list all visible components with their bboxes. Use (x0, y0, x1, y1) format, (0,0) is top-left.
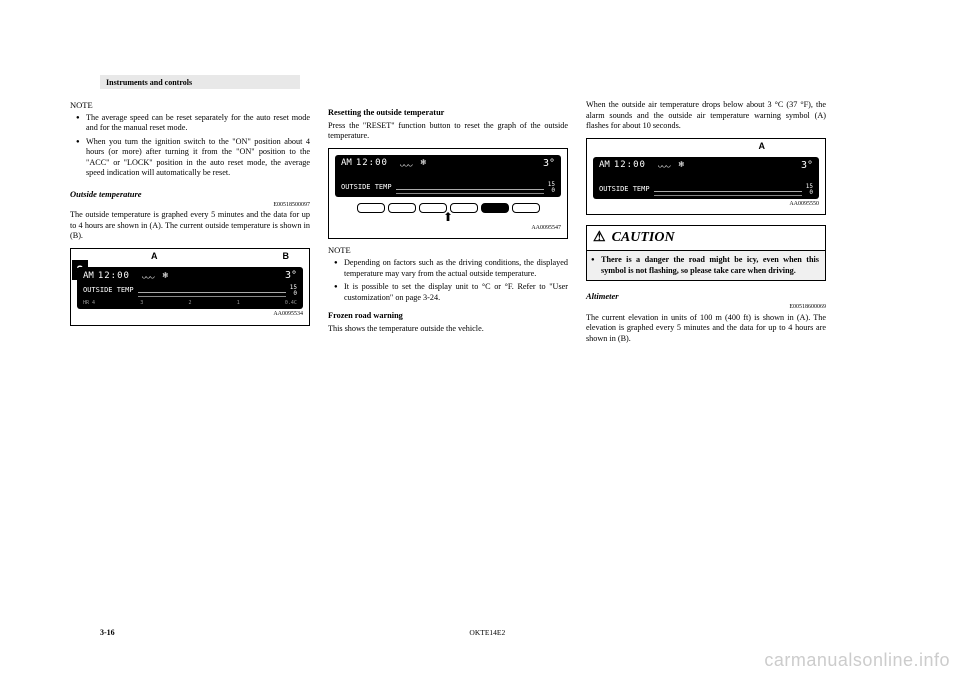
warning-triangle-icon: ⚠ (593, 229, 606, 247)
caution-box: ⚠ CAUTION There is a danger the road mig… (586, 225, 826, 281)
function-button[interactable] (450, 203, 478, 213)
snowflake-icon: ❄ (679, 160, 684, 172)
figure-outside-temp: A B AM 12:00 ◡◡◡ ❄ 3° OUTSIDE TEMP 15 0 (70, 248, 310, 326)
figure-code: AA0095547 (335, 225, 561, 233)
am-indicator: AM (341, 158, 352, 170)
watermark: carmanualsonline.info (764, 650, 950, 671)
outside-temp-para: The outside temperature is graphed every… (70, 210, 310, 242)
reset-para: Press the "RESET" function button to res… (328, 121, 568, 142)
temp-value: 3° (543, 158, 555, 171)
section-title: Instruments and controls (106, 78, 192, 87)
note-item: When you turn the ignition switch to the… (78, 137, 310, 179)
am-indicator: AM (83, 271, 94, 283)
ref-code: E00518500097 (70, 202, 310, 210)
temp-value: 3° (801, 160, 813, 173)
reset-button[interactable] (481, 203, 509, 213)
section-header: Instruments and controls (100, 75, 300, 89)
content-columns: NOTE The average speed can be reset sepa… (70, 100, 890, 350)
scale-bot: 0 (806, 190, 813, 196)
doc-code: OKTE14E2 (469, 628, 505, 637)
callout-a: A (151, 251, 158, 263)
page-footer: 3-16 OKTE14E2 (100, 628, 860, 637)
column-2: Resetting the outside temperatur Press t… (328, 100, 568, 350)
figure-code: AA0095550 (593, 201, 819, 209)
clock-time: 12:00 (98, 271, 130, 283)
clock-time: 12:00 (356, 158, 388, 170)
display-panel: AM 12:00 ◡◡◡ ❄ 3° OUTSIDE TEMP 15 0 (593, 157, 819, 199)
warning-para: When the outside air temperature drops b… (586, 100, 826, 132)
x-ticks: HR 4 3 2 1 0.4C (83, 300, 297, 306)
column-1: NOTE The average speed can be reset sepa… (70, 100, 310, 350)
function-button[interactable] (512, 203, 540, 213)
temp-value: 3° (285, 270, 297, 283)
note-heading: NOTE (328, 245, 568, 256)
figure-reset: AM 12:00 ◡◡◡ ❄ 3° OUTSIDE TEMP 15 0 (328, 148, 568, 240)
display-panel: AM 12:00 ◡◡◡ ❄ 3° OUTSIDE TEMP 15 0 (335, 155, 561, 197)
note-list: Depending on factors such as the driving… (328, 258, 568, 303)
altimeter-para: The current elevation in units of 100 m … (586, 313, 826, 345)
function-button[interactable] (357, 203, 385, 213)
callout-b: B (283, 251, 290, 263)
snowflake-icon: ❄ (163, 271, 168, 283)
temp-graph (396, 182, 544, 194)
note-item: It is possible to set the display unit t… (336, 282, 568, 303)
temp-graph (654, 184, 802, 196)
frozen-road-para: This shows the temperature outside the v… (328, 324, 568, 335)
note-item: The average speed can be reset separatel… (78, 113, 310, 134)
caution-body: There is a danger the road might be icy,… (587, 251, 825, 280)
scale-bot: 0 (548, 188, 555, 194)
function-button[interactable] (388, 203, 416, 213)
display-label: OUTSIDE TEMP (341, 183, 392, 192)
scale-bot: 0 (290, 291, 297, 297)
figure-code: AA0095534 (77, 311, 303, 319)
callout-a: A (759, 141, 766, 153)
outside-temp-heading: Outside temperature (70, 189, 310, 200)
note-heading: NOTE (70, 100, 310, 111)
temp-graph (138, 285, 286, 297)
altimeter-heading: Altimeter (586, 291, 826, 302)
note-item: Depending on factors such as the driving… (336, 258, 568, 279)
frozen-road-heading: Frozen road warning (328, 311, 568, 322)
snowflake-icon: ❄ (421, 158, 426, 170)
column-3: When the outside air temperature drops b… (586, 100, 826, 350)
display-label: OUTSIDE TEMP (599, 185, 650, 194)
note-list: The average speed can be reset separatel… (70, 113, 310, 179)
caution-title: CAUTION (612, 229, 675, 247)
caution-header: ⚠ CAUTION (587, 226, 825, 251)
clock-time: 12:00 (614, 160, 646, 172)
am-indicator: AM (599, 160, 610, 172)
caution-text: There is a danger the road might be icy,… (593, 255, 819, 276)
ref-code: E00518600069 (586, 304, 826, 312)
display-panel: AM 12:00 ◡◡◡ ❄ 3° OUTSIDE TEMP 15 0 HR 4 (77, 267, 303, 309)
display-label: OUTSIDE TEMP (83, 286, 134, 295)
figure-warning: A AM 12:00 ◡◡◡ ❄ 3° OUTSIDE TEMP 15 0 (586, 138, 826, 216)
reset-heading: Resetting the outside temperatur (328, 108, 568, 119)
page-number: 3-16 (100, 628, 115, 637)
